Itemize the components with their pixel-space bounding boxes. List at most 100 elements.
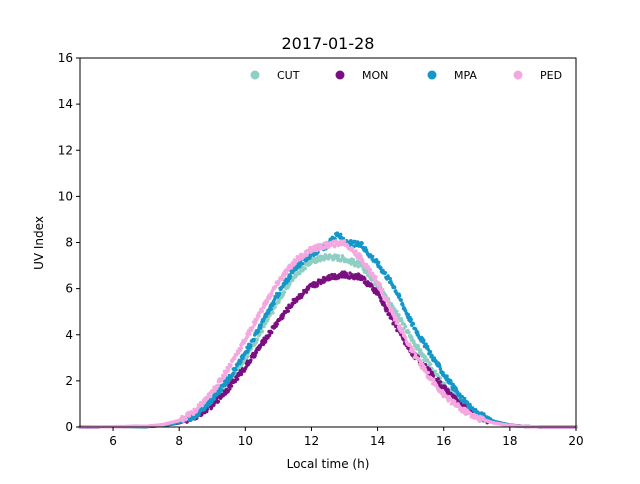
point-mpa [416,330,420,335]
point-mpa [259,326,263,330]
point-mpa [259,323,264,327]
point-mpa [241,356,245,360]
point-mpa [197,413,201,417]
legend-item-mpa: MPA [427,69,477,82]
point-mpa [286,279,291,283]
y-tick-label: 16 [58,51,73,65]
point-ped [432,377,436,382]
point-ped [354,249,358,253]
point-mon [210,405,214,409]
point-ped [223,373,228,377]
point-ped [257,314,261,318]
point-ped [260,309,265,313]
point-mon [363,277,367,281]
x-tick-label: 6 [109,434,117,448]
point-cut [260,329,265,334]
point-ped [350,246,354,250]
y-tick-label: 10 [58,189,73,203]
legend-label: CUT [277,69,300,82]
point-cut [318,259,322,263]
point-mpa [298,264,302,268]
point-cut [255,337,260,341]
point-mon [286,309,291,313]
axes: 6 8 10 12 14 16 18 20 0 2 4 6 8 10 12 14 16 [58,51,584,448]
point-mpa [234,368,238,372]
point-ped [413,352,418,357]
point-mon [436,377,440,381]
point-mon [228,387,232,391]
point-ped [393,314,397,318]
point-mon [304,290,309,294]
point-mon [264,339,268,343]
point-ped [248,332,252,336]
point-ped [400,326,404,331]
point-ped [270,292,274,297]
point-ped [216,383,220,387]
point-ped [385,298,390,302]
point-ped [289,266,294,270]
point-cut [316,255,320,259]
legend-item-mon: MON [335,69,388,82]
point-cut [245,354,250,359]
point-mpa [256,329,261,334]
point-mpa [288,274,293,278]
point-ped [396,320,400,324]
point-cut [264,321,268,326]
point-cut [418,348,423,352]
point-cut [277,300,281,304]
point-ped [239,346,244,350]
point-ped [282,273,287,278]
x-axis-label: Local time (h) [287,457,370,471]
point-cut [336,254,341,258]
point-cut [273,305,277,309]
x-tick-label: 8 [175,434,183,448]
point-mpa [277,291,282,296]
point-mon [270,330,274,335]
point-mpa [392,285,397,290]
point-cut [407,330,411,335]
point-ped [404,336,408,340]
point-mon [438,380,443,384]
point-ped [187,413,192,418]
point-mon [229,384,234,388]
point-ped [368,268,373,272]
point-ped [408,343,412,347]
point-ped [333,243,337,248]
point-ped [305,253,309,257]
point-mpa [199,409,203,413]
point-ped [453,399,457,404]
point-mon [327,274,331,278]
point-ped [386,301,391,305]
point-cut [271,311,275,315]
point-ped [280,277,284,281]
point-mon [235,377,240,381]
x-tick-label: 20 [568,434,583,448]
y-tick-label: 12 [58,143,73,157]
point-cut [298,271,302,276]
point-mon [216,399,221,404]
point-mpa [399,298,403,302]
point-mpa [424,342,428,346]
point-ped [315,248,319,253]
point-ped [273,285,278,289]
point-cut [262,324,266,329]
point-ped [323,246,327,250]
point-mpa [455,390,460,394]
point-mpa [219,388,224,392]
point-mpa [465,400,470,405]
y-tick-label: 14 [58,97,73,111]
point-cut [397,313,401,317]
point-cut [288,282,292,286]
point-ped [380,288,385,292]
point-ped [437,387,441,391]
point-ped [245,334,250,339]
point-ped [361,258,365,262]
point-cut [404,324,408,329]
legend-marker [427,70,437,80]
point-mpa [264,314,268,318]
point-mpa [360,241,364,245]
point-mon [212,403,216,407]
y-tick-label: 6 [65,282,73,296]
